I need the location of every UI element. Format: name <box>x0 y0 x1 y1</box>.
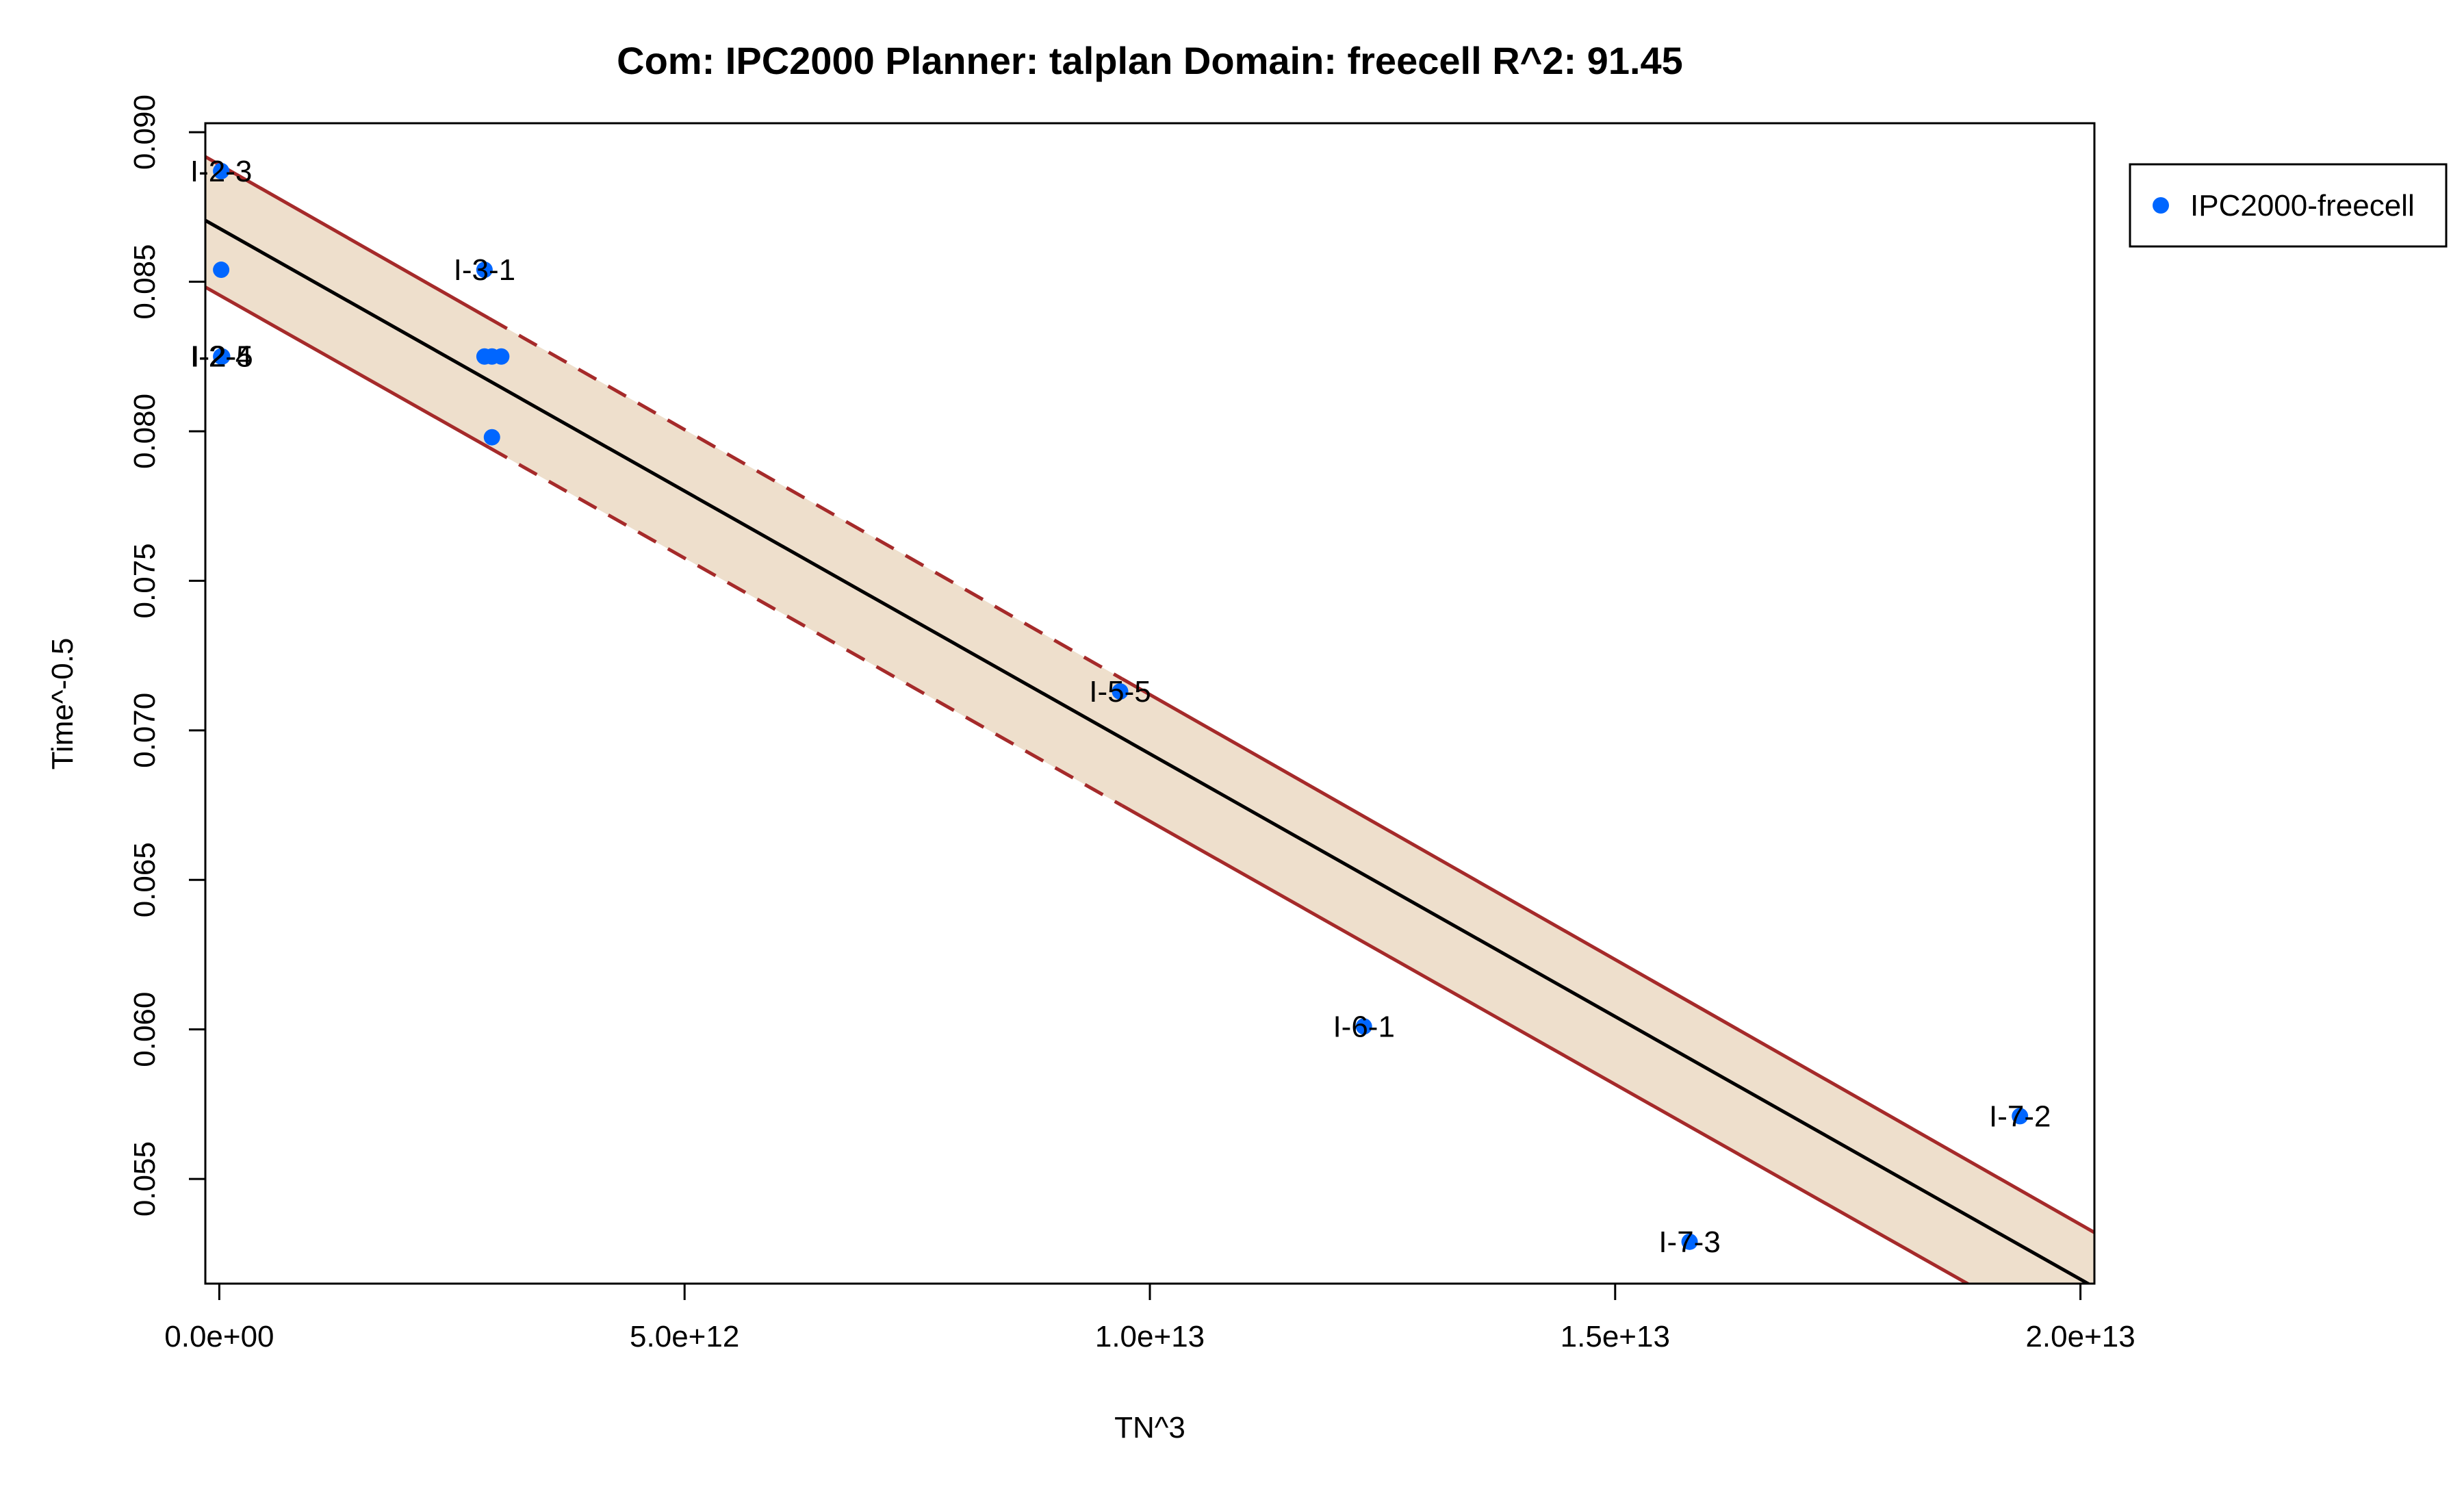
data-points <box>213 162 2029 1250</box>
point-label: I-2-4 <box>190 340 252 374</box>
regression-lines <box>205 155 2094 1284</box>
point-label: I-2-5 <box>191 340 253 374</box>
point-label: I-2-3 <box>190 155 252 188</box>
upper-bound-segment-1 <box>488 316 1123 680</box>
band-area <box>205 156 2094 1284</box>
lower-bound-segment-1 <box>488 446 1123 807</box>
legend-box <box>2129 163 2448 248</box>
y-tick-label: 0.060 <box>128 992 162 1067</box>
x-tick-label: 1.5e+13 <box>1561 1320 1670 1353</box>
y-tick-label: 0.085 <box>128 244 162 319</box>
y-tick-label: 0.075 <box>128 543 162 618</box>
x-axis-title: TN^3 <box>1114 1411 1185 1445</box>
data-point <box>2012 1108 2029 1125</box>
lower-bound-segment-2 <box>1120 804 1971 1284</box>
y-tick-label: 0.090 <box>128 94 162 170</box>
y-tick-label: 0.055 <box>128 1141 162 1217</box>
data-point <box>1681 1233 1698 1250</box>
data-point <box>1112 683 1129 700</box>
point-labels: I-2-3 I-2-4I-2-5 I-3-1 I-5-5 I-6-1 I-7-3 I-7-2 <box>190 155 2051 1259</box>
legend-marker <box>2153 197 2169 214</box>
data-point <box>213 262 230 279</box>
legend-label: IPC2000-freecell <box>2190 189 2415 222</box>
y-tick-label: 0.070 <box>128 693 162 768</box>
x-tick-label: 2.0e+13 <box>2025 1320 2135 1353</box>
upper-bound-segment-2 <box>1120 677 2094 1234</box>
data-point <box>213 162 230 179</box>
data-point <box>493 348 510 365</box>
point-label: I-6-1 <box>1333 1010 1394 1043</box>
confidence-band <box>205 156 2094 1284</box>
upper-bound-segment-0 <box>205 155 490 320</box>
legend: IPC2000-freecell <box>2129 163 2448 248</box>
y-tick-label: 0.080 <box>128 394 162 469</box>
point-label: I-7-3 <box>1658 1225 1720 1259</box>
point-label: I-5-5 <box>1089 675 1151 709</box>
fit-line <box>205 218 2092 1284</box>
chart-title: Com: IPC2000 Planner: talplan Domain: fr… <box>617 39 1683 82</box>
data-point <box>476 262 493 279</box>
x-tick-label: 0.0e+00 <box>164 1320 274 1353</box>
x-tick-label: 1.0e+13 <box>1095 1320 1205 1353</box>
y-axis: 0.055 0.060 0.065 0.070 0.075 0.080 0.085 0.090 <box>128 94 207 1217</box>
x-axis: 0.0e+00 5.0e+12 1.0e+13 1.5e+13 2.0e+13 <box>164 1282 2135 1353</box>
y-tick-label: 0.065 <box>128 842 162 917</box>
data-point <box>483 429 500 446</box>
data-point <box>214 348 231 365</box>
x-tick-label: 5.0e+12 <box>630 1320 739 1353</box>
point-label: I-3-1 <box>454 253 515 287</box>
data-point <box>1355 1018 1372 1035</box>
point-label: I-7-2 <box>1989 1099 2051 1133</box>
lower-bound-segment-0 <box>205 285 490 450</box>
y-axis-title: Time^-0.5 <box>46 638 79 770</box>
